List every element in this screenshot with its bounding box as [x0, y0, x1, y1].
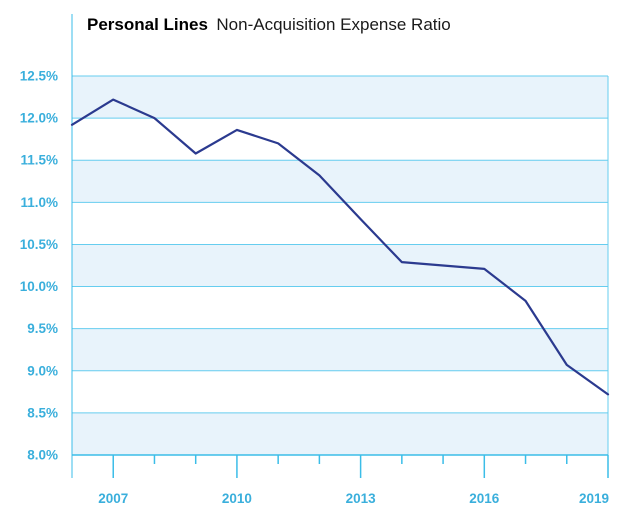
x-tick-label: 2019 [579, 491, 609, 506]
y-tick-label: 11.0% [20, 195, 58, 210]
y-tick-labels: 8.0% 8.5% 9.0% 9.5% 10.0% 10.5% 11.0% 11.5% 12.0… [20, 69, 58, 463]
series-line [70, 98, 610, 396]
gridlines [72, 75, 608, 456]
y-tick-label: 9.5% [27, 321, 58, 336]
background-band [72, 328, 608, 371]
chart-title: Personal Lines Non-Acquisition Expense R… [87, 15, 451, 34]
x-tick-label: 2013 [346, 491, 377, 506]
y-tick-label: 10.5% [20, 237, 58, 252]
y-tick-label: 12.0% [20, 111, 58, 126]
series-group [70, 98, 610, 396]
chart-title-bold: Personal Lines [87, 15, 208, 34]
y-tick-label: 12.5% [20, 69, 58, 84]
x-tick-label: 2007 [98, 491, 128, 506]
x-tick-label: 2010 [222, 491, 252, 506]
y-tick-label: 8.0% [27, 448, 58, 463]
background-band [72, 160, 608, 203]
chart-subtitle: Non-Acquisition Expense Ratio [216, 15, 450, 34]
x-tick-labels: 2007 2010 2013 2016 2019 [98, 491, 609, 506]
y-tick-label: 10.0% [20, 279, 58, 294]
y-tick-label: 9.0% [27, 363, 58, 378]
x-tick-label: 2016 [469, 491, 500, 506]
background-band [72, 244, 608, 287]
background-band [72, 76, 608, 119]
axes [71, 14, 609, 478]
y-tick-label: 11.5% [20, 153, 58, 168]
y-tick-label: 8.5% [27, 405, 58, 420]
background-band [72, 412, 608, 455]
background-bands [72, 76, 608, 455]
